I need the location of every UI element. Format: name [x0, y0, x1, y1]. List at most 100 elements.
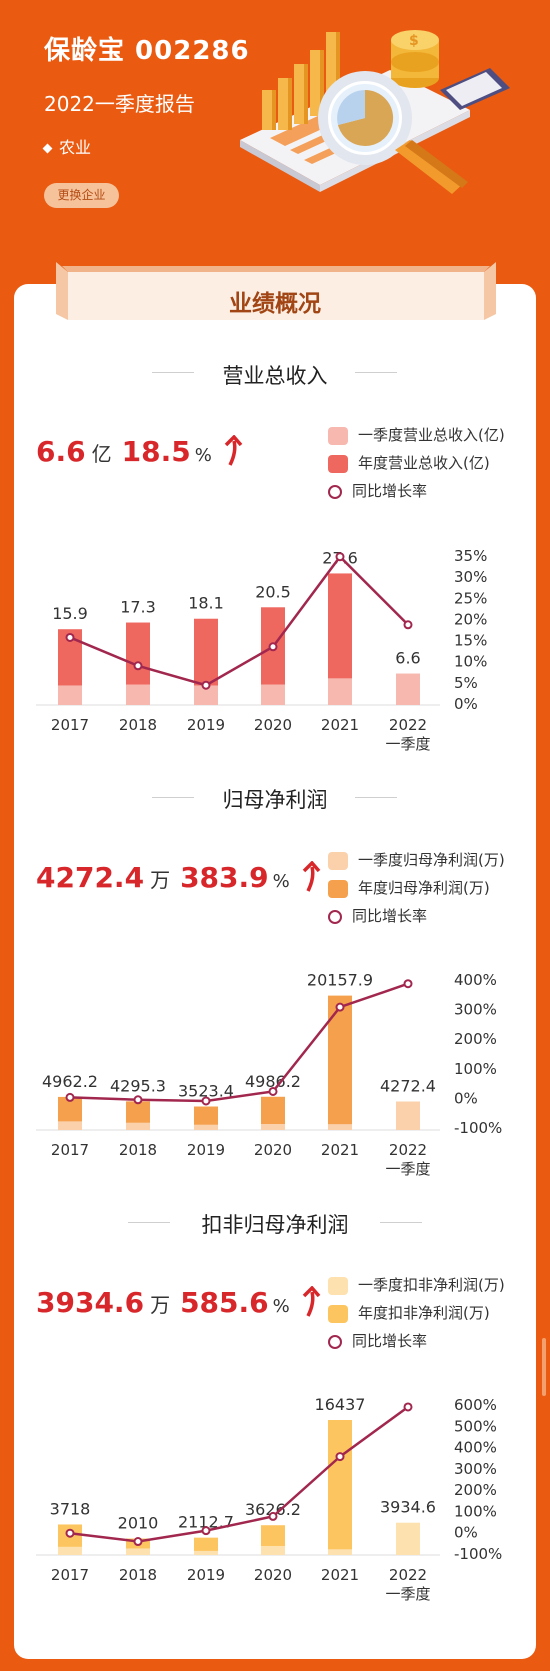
legend-line-marker [328, 1334, 342, 1349]
title-divider-left [152, 372, 194, 373]
growth-rate-point [133, 661, 143, 671]
legend-label: 年度归母净利润(万) [358, 879, 490, 897]
y2-tick-label: 35% [454, 547, 487, 565]
report-header: 保龄宝 002286 2022一季度报告 农业 更换企业 $ [0, 0, 550, 280]
growth-rate-point [201, 1096, 211, 1106]
title-divider-right [355, 372, 397, 373]
y2-tick-label: 30% [454, 568, 487, 586]
revenue-rate-unit: % [194, 445, 212, 466]
overview-title: 业绩概况 [229, 291, 321, 317]
category-label: 2019 [187, 716, 225, 734]
y2-tick-label: 25% [454, 589, 487, 607]
growth-rate-point [268, 642, 278, 652]
quarter-bar [194, 1124, 218, 1130]
switch-company-button[interactable]: 更换企业 [44, 183, 119, 208]
up-arrow-icon [302, 1286, 321, 1317]
category-label: 2022 [389, 1141, 427, 1159]
quarter-bar [328, 1549, 352, 1555]
title-divider-left [152, 797, 194, 798]
quarter-bar [261, 1545, 285, 1555]
bar-value-label: 4272.4 [380, 1077, 436, 1096]
y2-tick-label: 200% [454, 1481, 497, 1499]
growth-rate-point [65, 1092, 75, 1102]
up-arrow-icon [302, 861, 321, 892]
deducted-profit-kpi: 3934.6 万 585.6% [36, 1286, 322, 1319]
category-label: 2017 [51, 1141, 89, 1159]
annual-bar [194, 1106, 218, 1130]
legend-line-marker [328, 909, 342, 924]
section-title-net-profit: 归母净利润 [222, 788, 328, 812]
y2-tick-label: 100% [454, 1060, 497, 1078]
growth-rate-point [65, 1528, 75, 1538]
bar-value-label: 18.1 [188, 594, 224, 613]
category-label: 2021 [321, 1566, 359, 1584]
net-profit-legend: 一季度归母净利润(万) 年度归母净利润(万) 同比增长率 [328, 846, 505, 930]
bar-value-label: 15.9 [52, 604, 88, 623]
legend-item: 一季度扣非净利润(万) [328, 1271, 505, 1299]
legend-item: 年度扣非净利润(万) [328, 1299, 505, 1327]
net-profit-value: 4272.4 [36, 861, 145, 894]
growth-rate-point [335, 552, 345, 562]
report-period: 2022一季度报告 [44, 92, 195, 116]
y2-tick-label: 20% [454, 610, 487, 628]
bar-value-label: 4962.2 [42, 1072, 98, 1091]
legend-item: 一季度营业总收入(亿) [328, 421, 505, 449]
y2-tick-label: -100% [454, 1545, 502, 1563]
y2-tick-label: 500% [454, 1417, 497, 1435]
growth-rate-point [335, 1452, 345, 1462]
growth-rate-point [201, 680, 211, 690]
overview-ribbon [56, 262, 496, 320]
legend-line-marker [328, 484, 342, 499]
section-title-deducted-profit: 扣非归母净利润 [201, 1213, 349, 1237]
revenue-value: 6.6 [36, 435, 86, 468]
legend-item: 年度归母净利润(万) [328, 874, 505, 902]
legend-label: 同比增长率 [352, 482, 428, 500]
bar-value-label: 20157.9 [307, 971, 373, 990]
y2-tick-label: 200% [454, 1030, 497, 1048]
category-label: 2022 [389, 716, 427, 734]
category-label: 2021 [321, 1141, 359, 1159]
scrollbar[interactable] [542, 1338, 546, 1396]
deducted-profit-rate: 585.6 [180, 1286, 269, 1319]
growth-rate-point [335, 1002, 345, 1012]
annual-bar [328, 1420, 352, 1555]
category-label: 一季度 [385, 1160, 430, 1178]
quarter-bar [126, 1548, 150, 1555]
deducted-profit-legend: 一季度扣非净利润(万) 年度扣非净利润(万) 同比增长率 [328, 1271, 505, 1355]
y2-tick-label: 300% [454, 1460, 497, 1478]
growth-rate-point [403, 620, 413, 630]
net-profit-kpi: 4272.4 万 383.9% [36, 861, 322, 894]
deducted-profit-unit: 万 [150, 1293, 171, 1317]
legend-label: 一季度扣非净利润(万) [358, 1276, 505, 1294]
y2-tick-label: 10% [454, 653, 487, 671]
growth-rate-point [403, 979, 413, 989]
bar-value-label: 3934.6 [380, 1498, 436, 1517]
legend-label: 年度营业总收入(亿) [358, 454, 490, 472]
bar-value-label: 3523.4 [178, 1082, 234, 1101]
finance-illustration: $ [240, 30, 510, 194]
category-label: 2018 [119, 1141, 157, 1159]
legend-swatch [328, 879, 348, 898]
y2-tick-label: 100% [454, 1502, 497, 1520]
y2-tick-label: 0% [454, 1524, 478, 1542]
y2-tick-label: -100% [454, 1119, 502, 1137]
category-label: 2019 [187, 1566, 225, 1584]
quarter-bar [328, 1124, 352, 1130]
bar-value-label: 6.6 [395, 649, 420, 668]
category-label: 一季度 [385, 735, 430, 753]
y2-tick-label: 0% [454, 695, 478, 713]
legend-label: 一季度营业总收入(亿) [358, 426, 505, 444]
y2-tick-label: 400% [454, 1439, 497, 1457]
growth-rate-point [65, 632, 75, 642]
growth-rate-point [133, 1095, 143, 1105]
growth-rate-line [69, 982, 409, 1103]
y2-tick-label: 300% [454, 1001, 497, 1019]
company-title: 保龄宝 002286 [44, 36, 250, 66]
quarter-bar [58, 1121, 82, 1130]
legend-swatch [328, 1304, 348, 1323]
bar-value-label: 4986.2 [245, 1072, 301, 1091]
quarter-bar [194, 1550, 218, 1555]
category-label: 2022 [389, 1566, 427, 1584]
legend-label: 同比增长率 [352, 1332, 428, 1350]
